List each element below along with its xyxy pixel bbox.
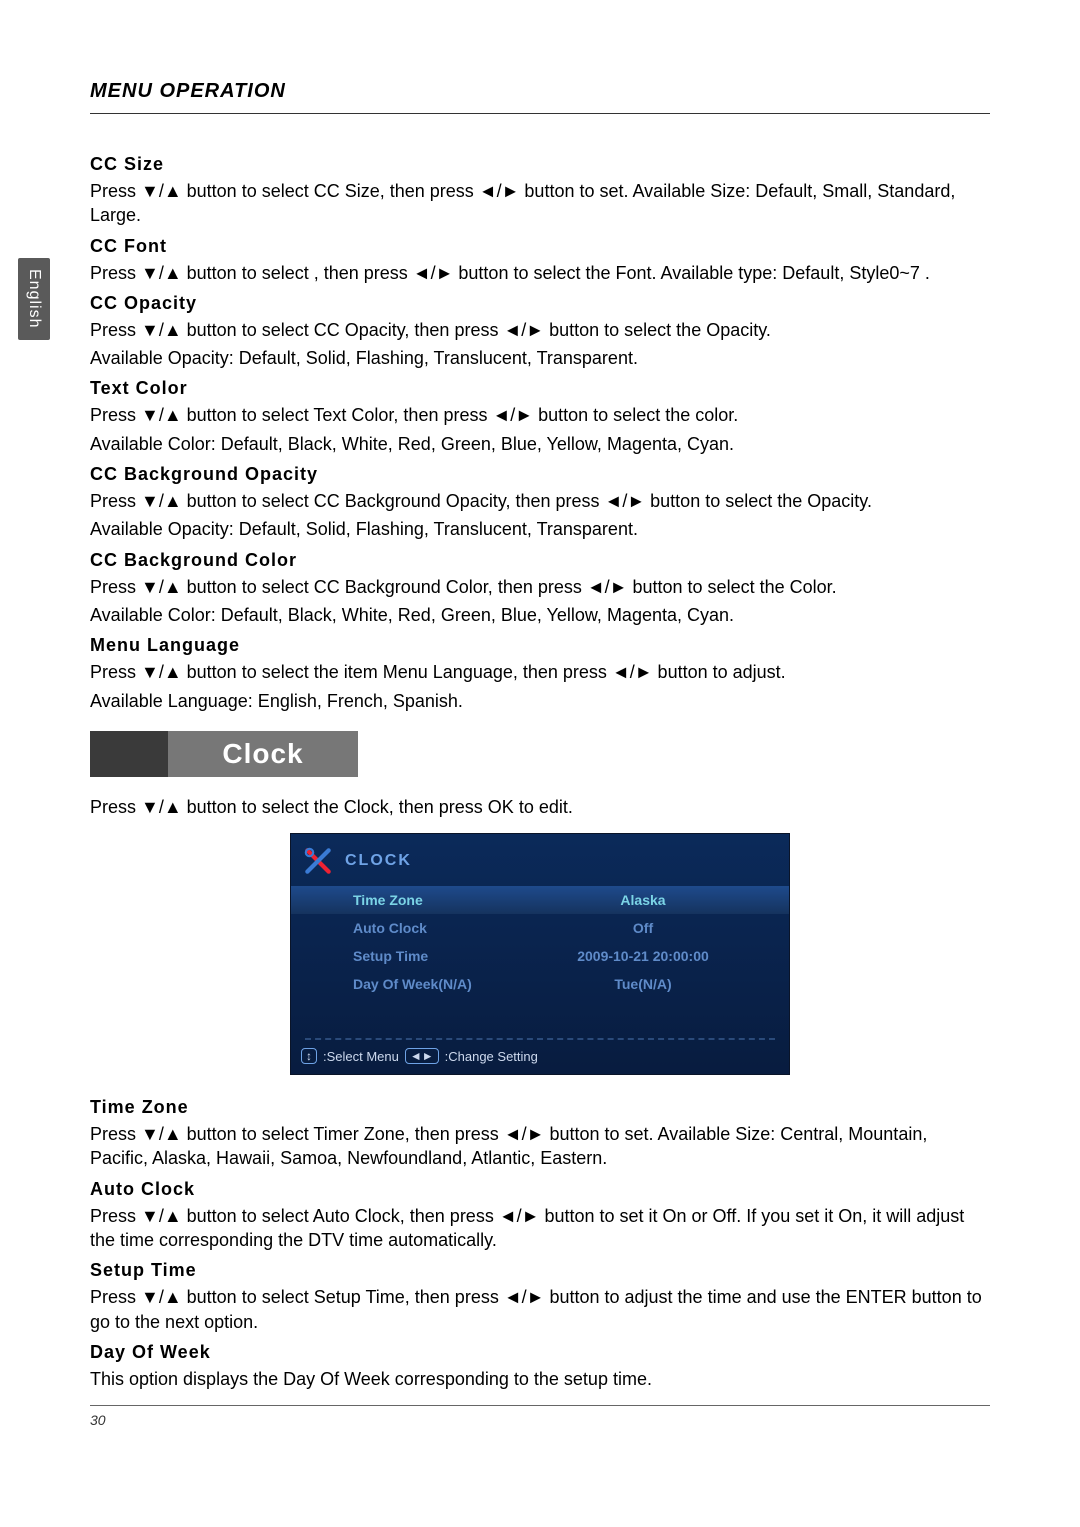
text-menu-language-2: Available Language: English, French, Spa… [90, 689, 990, 713]
text-day-of-week: This option displays the Day Of Week cor… [90, 1367, 990, 1391]
text-setup-time: Press ▼/▲ button to select Setup Time, t… [90, 1285, 990, 1334]
osd-label: Time Zone [353, 892, 543, 908]
header-divider [90, 113, 990, 114]
heading-cc-opacity: CC Opacity [90, 293, 990, 314]
osd-value: Off [543, 920, 743, 936]
osd-spacer [291, 998, 789, 1038]
text-cc-size: Press ▼/▲ button to select CC Size, then… [90, 179, 990, 228]
text-cc-bg-opacity-2: Available Opacity: Default, Solid, Flash… [90, 517, 990, 541]
osd-header: CLOCK [291, 834, 789, 886]
osd-label: Auto Clock [353, 920, 543, 936]
osd-value: Alaska [543, 892, 743, 908]
language-side-tab: English [18, 258, 50, 340]
text-menu-language-1: Press ▼/▲ button to select the item Menu… [90, 660, 990, 684]
osd-row-setup-time[interactable]: Setup Time 2009-10-21 20:00:00 [291, 942, 789, 970]
page-number: 30 [90, 1412, 990, 1428]
heading-menu-language: Menu Language [90, 635, 990, 656]
text-cc-opacity-1: Press ▼/▲ button to select CC Opacity, t… [90, 318, 990, 342]
osd-footer-label-change: :Change Setting [445, 1049, 538, 1064]
text-auto-clock: Press ▼/▲ button to select Auto Clock, t… [90, 1204, 990, 1253]
nav-horizontal-icon: ◄► [405, 1048, 439, 1064]
text-cc-font: Press ▼/▲ button to select , then press … [90, 261, 990, 285]
heading-cc-font: CC Font [90, 236, 990, 257]
osd-clock-panel: CLOCK Time Zone Alaska Auto Clock Off Se… [290, 833, 790, 1075]
osd-footer: ↕ :Select Menu ◄► :Change Setting [291, 1040, 789, 1074]
text-cc-bg-opacity-1: Press ▼/▲ button to select CC Background… [90, 489, 990, 513]
nav-vertical-icon: ↕ [301, 1048, 317, 1064]
heading-cc-size: CC Size [90, 154, 990, 175]
osd-row-day-of-week[interactable]: Day Of Week(N/A) Tue(N/A) [291, 970, 789, 998]
footer-divider [90, 1405, 990, 1406]
osd-row-auto-clock[interactable]: Auto Clock Off [291, 914, 789, 942]
clock-intro-text: Press ▼/▲ button to select the Clock, th… [90, 795, 990, 819]
text-text-color-2: Available Color: Default, Black, White, … [90, 432, 990, 456]
osd-value: Tue(N/A) [543, 976, 743, 992]
osd-row-time-zone[interactable]: Time Zone Alaska [291, 886, 789, 914]
text-cc-bg-color-1: Press ▼/▲ button to select CC Background… [90, 575, 990, 599]
heading-auto-clock: Auto Clock [90, 1179, 990, 1200]
text-text-color-1: Press ▼/▲ button to select Text Color, t… [90, 403, 990, 427]
clock-section-bar: Clock [90, 731, 990, 777]
osd-label: Setup Time [353, 948, 543, 964]
heading-cc-bg-color: CC Background Color [90, 550, 990, 571]
text-cc-opacity-2: Available Opacity: Default, Solid, Flash… [90, 346, 990, 370]
heading-setup-time: Setup Time [90, 1260, 990, 1281]
osd-title: CLOCK [345, 852, 412, 870]
heading-text-color: Text Color [90, 378, 990, 399]
clock-bar-label: Clock [168, 731, 358, 777]
tools-icon [301, 844, 335, 878]
heading-time-zone: Time Zone [90, 1097, 990, 1118]
page-header: MENU OPERATION [90, 80, 990, 103]
heading-day-of-week: Day Of Week [90, 1342, 990, 1363]
text-cc-bg-color-2: Available Color: Default, Black, White, … [90, 603, 990, 627]
clock-bar-dark-segment [90, 731, 168, 777]
osd-label: Day Of Week(N/A) [353, 976, 543, 992]
osd-footer-label-select: :Select Menu [323, 1049, 399, 1064]
heading-cc-bg-opacity: CC Background Opacity [90, 464, 990, 485]
osd-value: 2009-10-21 20:00:00 [543, 948, 743, 964]
text-time-zone: Press ▼/▲ button to select Timer Zone, t… [90, 1122, 990, 1171]
